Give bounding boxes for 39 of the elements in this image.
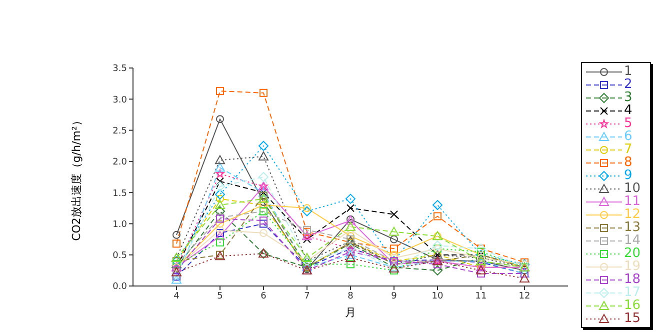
y-tick-label: 2.0 — [112, 158, 128, 168]
y-tick-label: 2.5 — [112, 126, 127, 136]
x-tick-label: 12 — [518, 291, 530, 302]
legend-label: 20 — [624, 246, 641, 261]
legend-label: 17 — [624, 285, 641, 300]
legend-label: 11 — [624, 194, 641, 209]
x-tick-label: 8 — [348, 291, 354, 302]
y-tick-label: 1.0 — [112, 220, 128, 230]
legend-label: 2 — [624, 77, 632, 92]
x-tick-label: 7 — [304, 291, 310, 302]
y-tick-label: 0.0 — [112, 282, 128, 292]
legend-label: 18 — [624, 272, 641, 287]
legend-label: 9 — [624, 168, 632, 183]
legend-label: 7 — [624, 142, 632, 157]
x-tick-label: 11 — [475, 291, 487, 302]
legend-label: 10 — [624, 181, 641, 196]
legend-label: 1 — [624, 64, 632, 79]
y-tick-label: 3.0 — [112, 95, 128, 106]
legend-label: 19 — [624, 259, 641, 274]
x-axis-title: 月 — [345, 306, 356, 319]
legend-label: 12 — [624, 207, 641, 222]
y-tick-label: 0.5 — [112, 251, 127, 262]
x-tick-label: 4 — [174, 291, 180, 302]
legend-label: 15 — [624, 311, 641, 326]
legend-label: 8 — [624, 155, 632, 170]
y-tick-label: 1.5 — [112, 188, 127, 199]
y-tick-label: 3.5 — [112, 64, 127, 74]
legend-label: 14 — [624, 233, 641, 248]
legend-label: 5 — [624, 116, 632, 131]
legend-label: 6 — [624, 129, 632, 144]
x-tick-label: 9 — [391, 291, 398, 302]
x-tick-label: 6 — [260, 291, 267, 302]
x-tick-label: 10 — [432, 291, 444, 302]
legend-label: 16 — [624, 298, 641, 313]
legend-label: 13 — [624, 220, 641, 235]
x-tick-label: 5 — [217, 291, 223, 302]
legend-label: 4 — [624, 103, 632, 118]
y-axis-title: CO2放出速度（g/h/m²） — [70, 115, 83, 241]
legend-label: 3 — [624, 90, 632, 105]
